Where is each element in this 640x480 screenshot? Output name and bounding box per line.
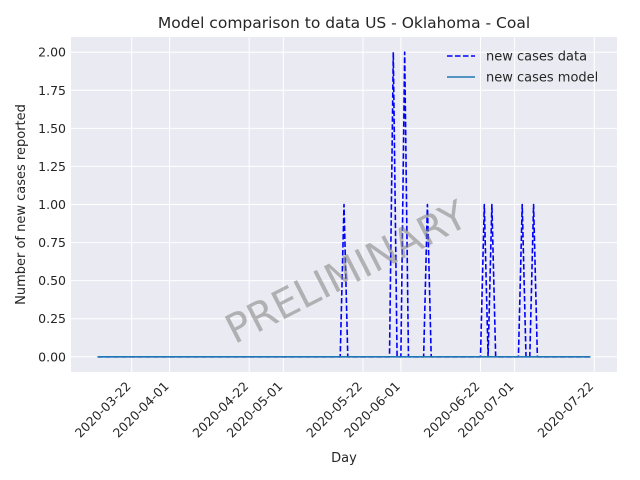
legend: new cases data new cases model — [447, 50, 598, 86]
y-tick-label: 1.25 — [38, 159, 66, 174]
grid — [71, 37, 617, 372]
y-tick-label: 2.00 — [38, 45, 66, 60]
y-axis-label: Number of new cases reported — [14, 104, 29, 305]
y-tick-label: 0.25 — [38, 311, 66, 326]
chart-title: Model comparison to data US - Oklahoma -… — [158, 14, 530, 32]
legend-label-new-cases-data: new cases data — [486, 50, 587, 65]
y-tick-label: 0.75 — [38, 235, 66, 250]
y-tick-label: 0.00 — [38, 349, 66, 364]
y-tick-label: 1.00 — [38, 197, 66, 212]
legend-label-new-cases-model: new cases model — [486, 71, 598, 86]
y-tick-label: 1.50 — [38, 121, 66, 136]
y-tick-labels: 0.00 0.25 0.50 0.75 1.00 1.25 1.50 1.75 2.00 — [38, 45, 66, 365]
y-tick-label: 1.75 — [38, 83, 66, 98]
x-axis-label: Day — [331, 451, 357, 466]
y-tick-label: 0.50 — [38, 273, 66, 288]
series-layer — [97, 51, 591, 358]
